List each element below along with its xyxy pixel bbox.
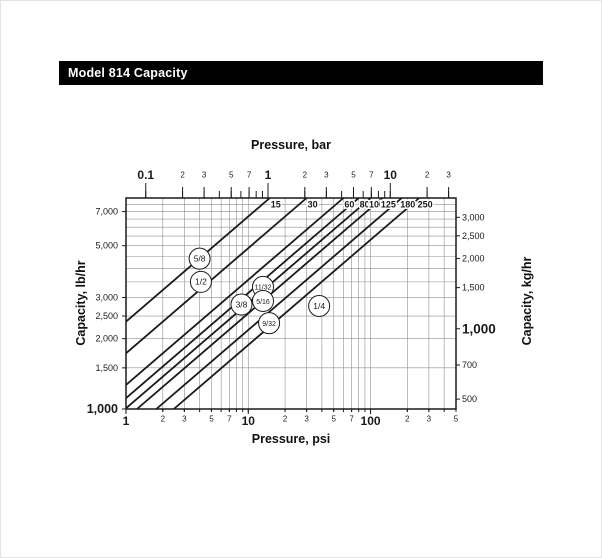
orifice-labels: 5/8 1/2 3/8 11/32 5/16 9/32 1/4: [188, 247, 331, 335]
tick-label-psi: 3: [304, 415, 309, 424]
tick-label-psi: 2: [283, 415, 288, 424]
capacity-line: [155, 197, 403, 410]
tick-label-bar: 1: [265, 168, 272, 182]
line-top-label: 100: [369, 200, 384, 210]
tick-label-psi: 3: [427, 415, 432, 424]
orifice-circle-label: 9/32: [262, 321, 276, 328]
panel-title: Model 814 Capacity: [68, 66, 188, 80]
tick-label-psi: 2: [161, 415, 166, 424]
right-axis: 3,000 2,500 2,000 1,500 1,000 700 500: [456, 212, 496, 404]
tick-label-psi: 7: [227, 415, 232, 424]
tick-label-bar: 10: [384, 168, 398, 182]
orifice-circle-label: 1/2: [195, 277, 207, 287]
tick-label-lbhr: 1,500: [95, 363, 118, 373]
tick-label-kghr: 2,500: [462, 231, 485, 241]
line-top-label: 80: [360, 200, 370, 210]
orifice-circle-label: 1/4: [313, 301, 325, 311]
capacity-line: [173, 197, 420, 410]
tick-label-psi: 5: [454, 415, 459, 424]
tick-label-bar: 7: [369, 171, 374, 180]
tick-label-psi: 5: [332, 415, 337, 424]
capacity-line: [125, 197, 344, 386]
tick-label-psi: 100: [361, 414, 381, 428]
tick-label-psi: 2: [405, 415, 410, 424]
tick-label-lbhr: 7,000: [95, 207, 118, 217]
line-top-label: 15: [271, 200, 281, 210]
line-top-label: 250: [418, 200, 433, 210]
orifice-circle: [258, 312, 281, 335]
tick-label-bar: 2: [425, 171, 430, 180]
tick-label-bar: 3: [446, 171, 451, 180]
tick-label-bar: 3: [202, 171, 207, 180]
tick-label-psi: 1: [123, 414, 130, 428]
orifice-circle-label: 3/8: [236, 299, 248, 309]
line-top-label: 30: [308, 200, 318, 210]
line-top-label: 180: [400, 200, 415, 210]
orifice-circle: [189, 270, 212, 293]
axis-title-pressure-psi: Pressure, psi: [251, 432, 331, 446]
line-top-label: 60: [344, 200, 354, 210]
axis-title-pressure-bar: Pressure, bar: [251, 138, 331, 152]
orifice-circle-label: 11/32: [255, 285, 272, 292]
tick-label-kghr: 2,000: [462, 253, 485, 263]
tick-label-lbhr: 5,000: [95, 241, 118, 251]
panel-header: Model 814 Capacity: [59, 61, 543, 85]
tick-label-bar: 7: [247, 171, 252, 180]
grid-lines: [125, 197, 457, 410]
tick-label-psi: 7: [349, 415, 354, 424]
line-top-label: 125: [381, 200, 396, 210]
tick-label-bar: 3: [324, 171, 329, 180]
tick-label-kghr: 500: [462, 394, 477, 404]
orifice-circle: [252, 289, 275, 312]
orifice-circle: [188, 247, 211, 270]
orifice-circle-label: 5/8: [194, 253, 206, 263]
tick-label-bar: 5: [351, 171, 356, 180]
left-axis: 7,000 5,000 3,000 2,500 2,000 1,500 1,000: [87, 207, 126, 416]
tick-label-psi: 10: [242, 414, 256, 428]
tick-label-lbhr: 2,500: [95, 311, 118, 321]
tick-label-bar: 0.1: [137, 168, 154, 182]
tick-label-lbhr: 1,000: [87, 402, 118, 416]
orifice-circle: [230, 293, 253, 316]
tick-label-psi: 5: [209, 415, 214, 424]
tick-label-psi: 3: [182, 415, 187, 424]
tick-label-kghr: 700: [462, 360, 477, 370]
tick-label-lbhr: 3,000: [95, 293, 118, 303]
capacity-line: [125, 197, 308, 355]
tick-label-bar: 2: [303, 171, 308, 180]
tick-label-kghr: 1,000: [462, 321, 496, 336]
bottom-axis: 1 2 3 5 7 10 2 3 5 7 100 2 3 5: [123, 409, 459, 428]
tick-label-lbhr: 2,000: [95, 334, 118, 344]
tick-label-bar: 5: [229, 171, 234, 180]
tick-label-kghr: 1,500: [462, 283, 485, 293]
top-axis: 0.1 2 3 5 7 1 2 3 5 7 10 2 3: [137, 168, 451, 198]
orifice-circle-label: 5/16: [256, 299, 270, 306]
orifice-circle: [308, 294, 331, 317]
tick-label-kghr: 3,000: [462, 212, 485, 222]
tick-label-bar: 2: [180, 171, 185, 180]
plot-frame: [125, 197, 457, 410]
